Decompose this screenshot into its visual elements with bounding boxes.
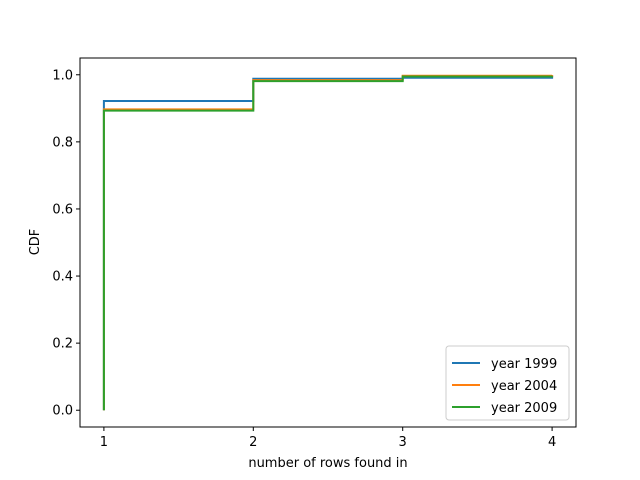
x-axis-label: number of rows found in: [248, 456, 407, 471]
y-axis-ticks: 0.0 0.2 0.4 0.6 0.8 1.0: [52, 68, 80, 419]
legend-label-year-1999: year 1999: [491, 357, 557, 372]
series-line-year-2009: [102, 75, 554, 411]
y-tick-label: 0.8: [52, 135, 73, 150]
plot-frame: [79, 57, 577, 428]
legend-box: [445, 345, 570, 421]
y-tick-label: 0.6: [52, 202, 73, 217]
legend-label-year-2009: year 2009: [491, 401, 557, 416]
series-line-year-1999: [102, 75, 554, 411]
y-tick-label: 0.0: [52, 404, 73, 419]
x-tick-label: 1: [100, 435, 108, 450]
plot-series: [102, 74, 554, 411]
x-tick-label: 3: [399, 435, 407, 450]
x-tick-label: 2: [249, 435, 257, 450]
x-axis-ticks: 1 2 3 4: [100, 427, 556, 450]
y-axis-label: CDF: [28, 229, 43, 256]
y-tick-label: 1.0: [52, 68, 73, 83]
y-tick-label: 0.2: [52, 337, 73, 352]
y-tick-label: 0.4: [52, 270, 73, 285]
x-tick-label: 4: [548, 435, 556, 450]
legend: year 1999 year 2004 year 2009: [445, 345, 570, 421]
legend-label-year-2004: year 2004: [491, 379, 557, 394]
